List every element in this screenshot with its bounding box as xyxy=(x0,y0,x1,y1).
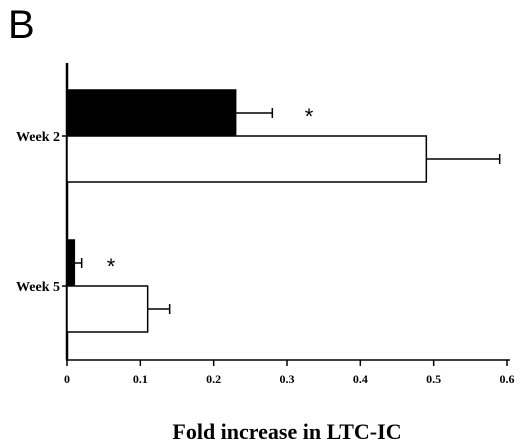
x-axis-title: Fold increase in LTC-IC xyxy=(172,419,401,441)
significance-star: * xyxy=(107,254,116,279)
category-label: Week 2 xyxy=(16,130,60,145)
x-tick-label: 0.5 xyxy=(426,372,441,386)
significance-markers: ** xyxy=(107,104,314,279)
x-tick-label: 0.3 xyxy=(280,372,295,386)
bar xyxy=(66,285,149,333)
x-tick-label: 0.2 xyxy=(206,372,221,386)
x-tick-label: 0 xyxy=(64,372,70,386)
bar xyxy=(66,89,237,137)
category-label: Week 5 xyxy=(16,280,60,295)
bar xyxy=(66,239,76,287)
x-tick-label: 0.6 xyxy=(500,372,515,386)
x-tick-label: 0.1 xyxy=(133,372,148,386)
x-tick-label: 0.4 xyxy=(353,372,368,386)
panel-label: B xyxy=(8,3,35,47)
error-bars xyxy=(74,108,501,314)
bar xyxy=(66,135,428,183)
bars xyxy=(66,89,428,333)
significance-star: * xyxy=(305,104,314,129)
category-labels: Week 2 Week 5 xyxy=(16,130,67,295)
x-ticks: 0 0.1 0.2 0.3 0.4 0.5 0.6 xyxy=(64,360,515,386)
